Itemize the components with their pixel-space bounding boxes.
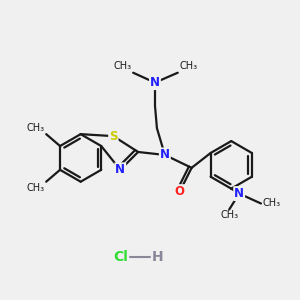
Text: Cl: Cl [113,250,128,264]
Text: CH₃: CH₃ [263,199,281,208]
Text: H: H [152,250,164,264]
Text: CH₃: CH₃ [113,61,131,71]
Text: N: N [160,148,170,161]
Text: S: S [109,130,118,142]
Text: N: N [234,187,244,200]
Text: CH₃: CH₃ [220,210,238,220]
Text: CH₃: CH₃ [26,183,44,193]
Text: O: O [175,185,185,198]
Text: N: N [150,76,160,89]
Text: CH₃: CH₃ [26,123,44,133]
Text: N: N [115,163,125,176]
Text: CH₃: CH₃ [180,61,198,71]
